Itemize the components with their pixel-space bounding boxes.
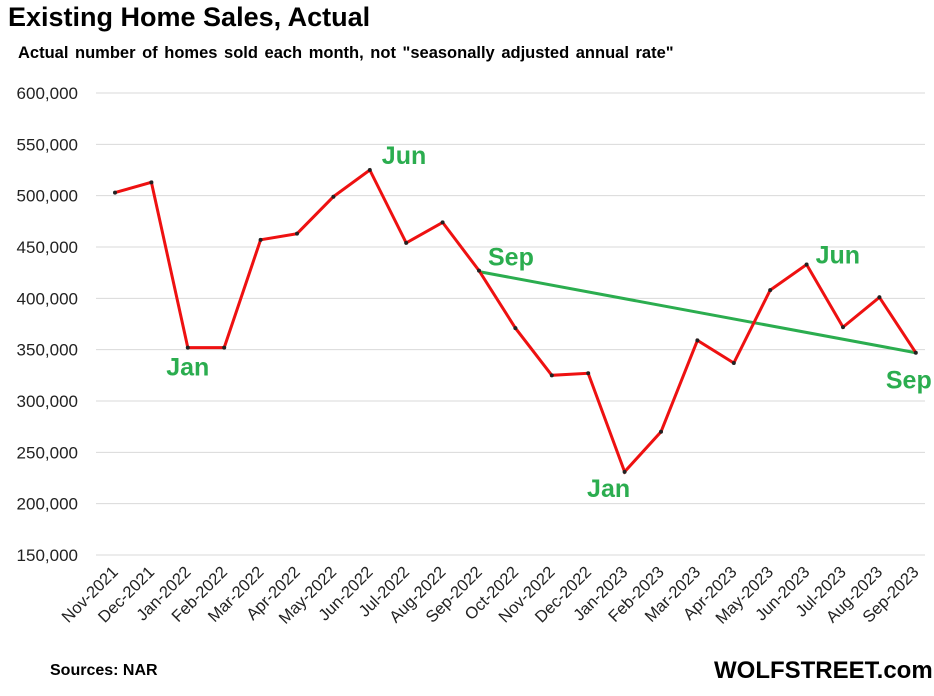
annotations: Jan Jun Sep Jan Jun Sep: [166, 142, 931, 503]
y-tick-label: 300,000: [17, 392, 78, 411]
data-point: [149, 180, 154, 185]
y-tick-label: 450,000: [17, 238, 78, 257]
trend-line: [478, 270, 917, 355]
data-point: [659, 429, 663, 434]
y-tick-label: 400,000: [17, 289, 78, 308]
data-point: [513, 326, 518, 331]
y-tick-label: 350,000: [17, 341, 78, 360]
annotation-label: Sep: [488, 244, 534, 272]
data-point: [913, 350, 918, 355]
y-tick-label: 150,000: [17, 546, 78, 565]
y-tick-label: 200,000: [17, 495, 78, 514]
chart-title: Existing Home Sales, Actual: [8, 2, 371, 32]
y-tick-label: 500,000: [17, 187, 78, 206]
data-point: [185, 345, 190, 350]
data-point: [877, 295, 882, 300]
data-point: [549, 373, 554, 378]
data-point: [768, 288, 773, 293]
data-point: [367, 168, 372, 172]
series-line: [114, 167, 918, 475]
y-tick-label: 600,000: [17, 84, 78, 103]
data-point: [804, 262, 809, 267]
y-tick-label: 250,000: [17, 443, 78, 462]
chart-subtitle: Actual number of homes sold each month, …: [18, 44, 674, 62]
data-point: [586, 371, 591, 376]
data-point: [622, 469, 627, 474]
data-point: [731, 361, 736, 366]
data-point: [404, 240, 409, 245]
data-point: [841, 325, 845, 330]
data-point: [695, 338, 700, 343]
series-group: [113, 167, 918, 475]
annotation-label: Jun: [382, 142, 426, 170]
data-point: [113, 190, 117, 195]
annotation-label: Jun: [816, 241, 860, 269]
gridlines: [96, 92, 925, 556]
brand-logo-text: WOLFSTREET.com: [714, 657, 933, 684]
annotation-label: Jan: [587, 475, 630, 503]
trend-line-group: [478, 270, 917, 355]
data-point: [222, 345, 227, 350]
data-point: [477, 268, 481, 273]
data-point: [295, 231, 299, 236]
data-point: [440, 220, 445, 225]
data-point: [331, 194, 336, 199]
source-note: Sources: NAR: [50, 662, 158, 679]
annotation-label: Sep: [886, 367, 932, 395]
annotation-label: Jan: [166, 354, 209, 382]
y-tick-label: 550,000: [17, 135, 78, 154]
y-axis-ticks: 150,000 200,000 250,000 300,000 350,000 400,0…: [17, 84, 78, 565]
x-axis-ticks: Nov-2021Dec-2021Jan-2022Feb-2022Mar-2022…: [59, 563, 923, 628]
data-point: [258, 237, 263, 242]
